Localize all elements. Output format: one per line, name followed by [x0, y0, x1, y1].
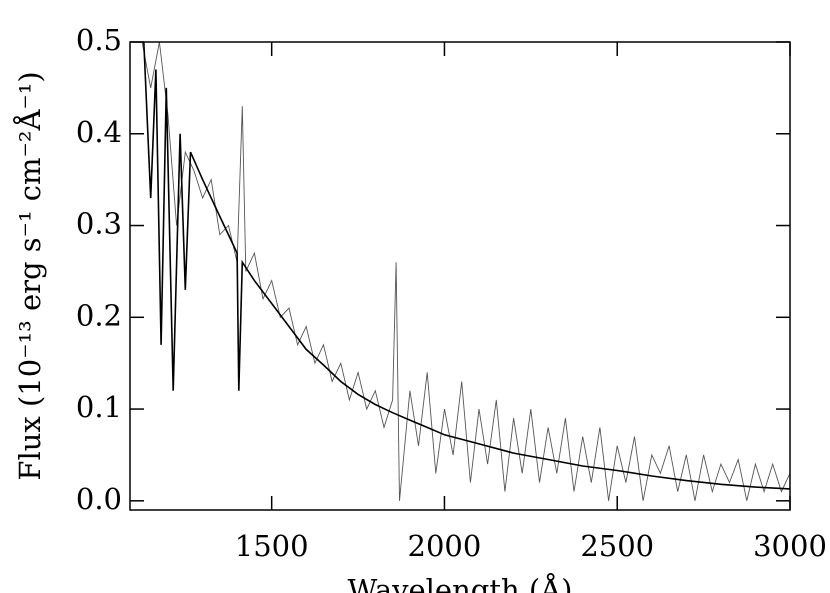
spectrum-line — [143, 42, 790, 490]
y-tick-label: 0.0 — [76, 482, 122, 516]
x-axis-label: Wavelength (Å) — [348, 572, 573, 593]
y-axis-label: Flux (10⁻¹³ erg s⁻¹ cm⁻²Å⁻¹) — [12, 71, 47, 480]
x-tick-label: 1500 — [235, 529, 309, 563]
x-tick-label: 2000 — [408, 529, 482, 563]
x-tick-label: 3000 — [753, 529, 827, 563]
y-tick-label: 0.4 — [76, 115, 122, 149]
x-tick-label: 2500 — [580, 529, 654, 563]
y-tick-label: 0.2 — [76, 298, 122, 332]
axes-frame — [129, 41, 791, 511]
spectrum-line — [141, 42, 790, 501]
y-tick-label: 0.1 — [76, 390, 122, 424]
plot-area — [141, 42, 790, 501]
y-tick-label: 0.5 — [76, 23, 122, 57]
y-tick-label: 0.3 — [76, 207, 122, 241]
